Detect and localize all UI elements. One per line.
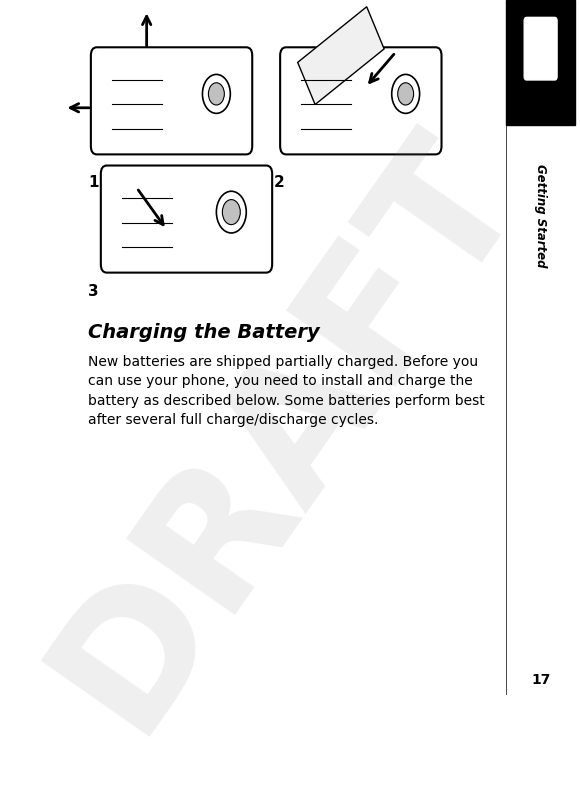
Circle shape [392,74,419,113]
Polygon shape [298,7,384,104]
Text: 1: 1 [88,176,99,191]
Text: 17: 17 [531,673,550,687]
Text: Getting Started: Getting Started [534,164,547,267]
Circle shape [208,83,224,105]
Text: Charging the Battery: Charging the Battery [88,324,320,343]
FancyBboxPatch shape [506,0,575,125]
Circle shape [216,191,246,233]
Circle shape [202,74,230,113]
FancyBboxPatch shape [280,47,441,154]
FancyBboxPatch shape [524,17,557,80]
Text: 2: 2 [274,176,284,191]
Text: New batteries are shipped partially charged. Before you
can use your phone, you : New batteries are shipped partially char… [88,354,485,427]
Text: 3: 3 [88,284,99,299]
FancyBboxPatch shape [91,47,252,154]
Circle shape [398,83,414,105]
Text: DRAFT: DRAFT [20,104,552,758]
FancyBboxPatch shape [101,165,272,273]
Circle shape [222,199,240,225]
